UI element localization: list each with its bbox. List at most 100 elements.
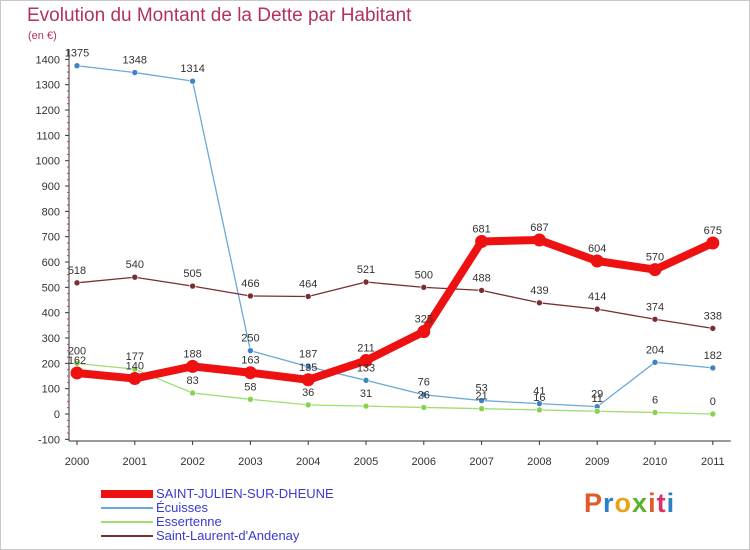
chart-title: Evolution du Montant de la Dette par Hab… (27, 5, 412, 26)
data-label: 31 (360, 388, 372, 400)
y-tick-label: -100 (38, 434, 60, 446)
data-point (417, 325, 431, 339)
data-label: 604 (588, 243, 606, 255)
x-tick-label: 2001 (123, 456, 147, 468)
legend-swatch (101, 507, 153, 509)
legend-item: Saint-Laurent-d'Andenay (101, 529, 334, 543)
series-line (76, 276, 714, 330)
data-label: 204 (646, 344, 664, 356)
logo-letter: t (656, 488, 667, 518)
y-tick-label: 600 (42, 257, 60, 269)
data-point (131, 69, 139, 76)
x-tick-label: 2003 (238, 456, 262, 468)
logo-letter: x (632, 488, 649, 518)
data-label: 250 (241, 333, 259, 345)
data-label: 133 (357, 362, 375, 374)
y-tick-label: 500 (42, 282, 60, 294)
data-point (131, 273, 139, 281)
data-point (706, 236, 720, 250)
data-label: 187 (299, 349, 317, 361)
x-tick-label: 2007 (469, 456, 493, 468)
data-point (709, 364, 717, 372)
data-labels-layer: 162 140 188 163 135 211 325 681 687 604 570 675 1375… (65, 48, 722, 408)
data-point (189, 282, 196, 290)
data-point (532, 233, 546, 247)
proxiti-logo: Proxiti (584, 488, 675, 519)
data-label: 687 (530, 222, 548, 234)
x-tick-label: 2006 (412, 456, 436, 468)
data-label: 41 (533, 386, 545, 398)
data-point (651, 315, 659, 323)
series-line (73, 235, 717, 384)
legend-label: Essertenne (156, 514, 222, 529)
legend-swatch (101, 535, 153, 537)
y-tick-label: 1000 (36, 156, 60, 168)
data-label: 182 (704, 350, 722, 362)
y-tick-label: 1400 (36, 54, 60, 66)
data-label: 76 (418, 377, 430, 389)
y-tick-label: 100 (42, 384, 60, 396)
data-label: 374 (646, 301, 664, 313)
logo-letter: r (603, 488, 615, 518)
x-tick-label: 2002 (180, 456, 204, 468)
data-label: 58 (244, 381, 256, 393)
data-point (536, 406, 543, 414)
data-label: 521 (357, 264, 375, 276)
y-tick-label: 900 (42, 181, 60, 193)
data-point (73, 62, 81, 70)
data-point (648, 263, 662, 277)
data-point (593, 407, 601, 415)
y-tick-label: 200 (42, 358, 60, 370)
data-point (189, 77, 196, 85)
data-point (362, 402, 370, 410)
data-label: 36 (302, 387, 314, 399)
data-point (709, 325, 717, 332)
data-point (247, 347, 254, 354)
data-label: 439 (530, 285, 548, 297)
data-label: 211 (357, 343, 375, 355)
data-point (247, 396, 254, 403)
series-line (76, 362, 714, 415)
x-tick-label: 2005 (354, 456, 378, 468)
data-label: 414 (588, 291, 606, 303)
series-3 (73, 273, 717, 332)
y-tick-label: 1100 (36, 130, 60, 142)
logo-letter: i (648, 488, 657, 518)
x-tick-label: 2004 (296, 456, 320, 468)
legend-label: SAINT-JULIEN-SUR-DHEUNE (156, 486, 334, 501)
data-point (247, 292, 254, 300)
data-label: 505 (183, 268, 201, 280)
data-label: 1348 (123, 55, 147, 67)
data-point (420, 284, 428, 291)
data-label: 29 (591, 389, 603, 401)
data-point (73, 279, 81, 287)
y-tick-label: 1300 (36, 80, 60, 92)
data-point (73, 360, 81, 367)
legend-label: Écuisses (156, 500, 209, 515)
data-label: 200 (68, 345, 86, 357)
data-point (536, 299, 543, 307)
y-tick-label: 700 (42, 232, 60, 244)
data-point (590, 254, 604, 268)
data-point (243, 366, 257, 380)
series-2 (73, 360, 717, 418)
data-label: 140 (126, 361, 144, 373)
x-tick-label: 2000 (65, 456, 89, 468)
legend-item: Écuisses (101, 501, 334, 515)
data-point (593, 305, 601, 313)
legend-swatch (101, 521, 153, 523)
y-tick-label: 800 (42, 206, 60, 218)
x-tick-label: 2010 (643, 456, 667, 468)
legend-item: SAINT-JULIEN-SUR-DHEUNE (101, 487, 334, 501)
data-point (304, 401, 312, 409)
data-label: 162 (68, 355, 86, 367)
data-point (420, 404, 428, 411)
legend-swatch (101, 490, 153, 498)
y-tick-label: 0 (54, 409, 60, 421)
data-label: 325 (415, 314, 433, 326)
series-line (76, 65, 714, 408)
data-label: 570 (646, 252, 664, 264)
data-point (186, 359, 200, 373)
legend: SAINT-JULIEN-SUR-DHEUNE Écuisses Essertenn… (101, 487, 334, 543)
